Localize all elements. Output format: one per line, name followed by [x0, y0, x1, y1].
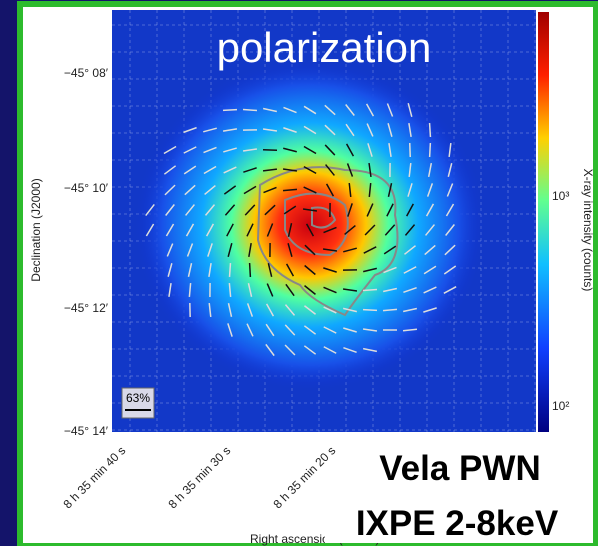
colorbar-tick-label: 10³	[552, 189, 569, 203]
vector	[430, 123, 431, 137]
scale-bar-label: 63%	[126, 391, 150, 405]
y-tick-label: −45° 10′	[64, 181, 109, 195]
vector	[363, 310, 377, 311]
figure: 63% −45° 08′ −45° 10′ −45° 12′ −45° 14′ …	[0, 0, 598, 546]
y-tick-label: −45° 12′	[64, 301, 109, 315]
y-axis-label: Declination (J2000)	[29, 178, 43, 281]
colorbar-label: X-ray intensity (counts)	[581, 169, 595, 292]
y-tick-label: −45° 08′	[64, 66, 109, 80]
vector	[363, 290, 377, 291]
y-tick-label: −45° 14′	[64, 424, 109, 438]
vector	[230, 263, 231, 277]
caption-line: Vela PWN	[379, 449, 540, 488]
vector	[223, 110, 237, 111]
vector	[243, 110, 257, 111]
caption-line: IXPE 2-8keV	[356, 504, 559, 543]
colorbar-tick-label: 10²	[552, 399, 569, 413]
vector	[430, 143, 431, 157]
colorbar	[538, 12, 549, 432]
title: polarization	[217, 24, 432, 71]
vector	[250, 263, 251, 277]
